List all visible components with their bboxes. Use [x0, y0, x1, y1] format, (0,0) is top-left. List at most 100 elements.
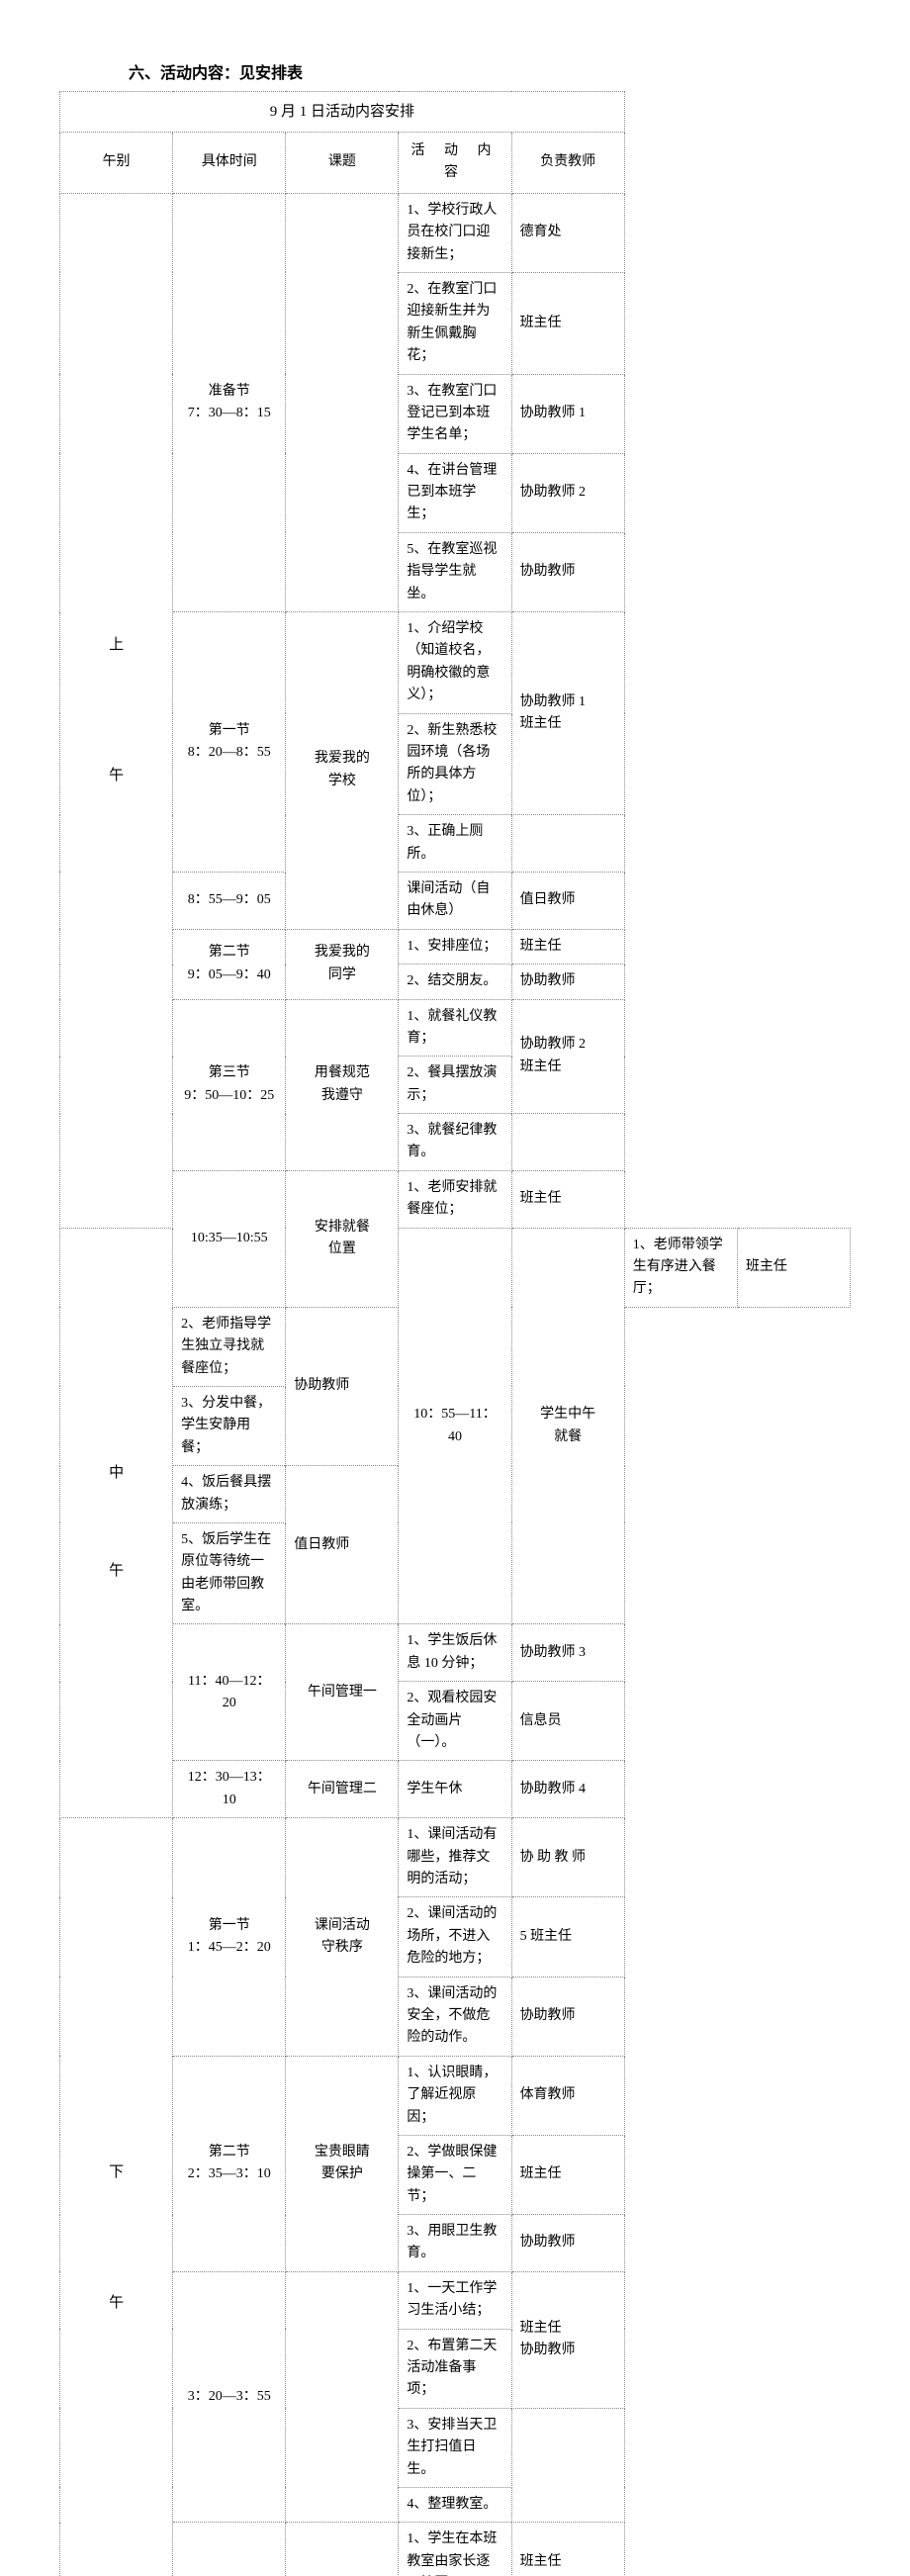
teacher-cell: 协助教师: [511, 532, 624, 611]
content-cell: 1、学生饭后休息 10 分钟；: [399, 1624, 511, 1682]
header-teacher: 负责教师: [511, 133, 624, 194]
content-cell: 1、介绍学校（知道校名，明确校徽的意义）；: [399, 612, 511, 714]
time-label: 第三节: [181, 1062, 277, 1084]
topic-line: 就餐: [520, 1426, 616, 1448]
content-cell: 4、饭后餐具摆放演练；: [173, 1466, 286, 1523]
teacher-cell: 协助教师: [511, 2215, 624, 2272]
time-range: 2：35—3：10: [181, 2163, 277, 2185]
table-row: 12：30—13：10 午间管理二 学生午休 协助教师 4: [60, 1761, 851, 1818]
teacher-cell: 值日教师: [511, 872, 624, 929]
teacher-line: 班主任: [520, 1057, 616, 1078]
content-cell: 学生午休: [399, 1761, 511, 1818]
session-afternoon: 下 午: [60, 1818, 173, 2576]
time-cell: 第二节 2：35—3：10: [173, 2056, 286, 2271]
topic-line: 学生中午: [520, 1404, 616, 1426]
content-cell: 1、课间活动有哪些，推荐文明的活动；: [399, 1818, 511, 1897]
content-cell: 3、安排当天卫生打扫值日生。: [399, 2408, 511, 2487]
table-header-row: 午别 具体时间 课题 活 动 内 容 负责教师: [60, 133, 851, 194]
topic-cell: 我爱我的 学校: [286, 612, 399, 930]
teacher-cell: 班主任: [511, 272, 624, 374]
teacher-cell: 协助教师 1: [511, 374, 624, 453]
teacher-cell: [511, 815, 624, 873]
teacher-cell: 协助教师 2 班主任: [511, 999, 624, 1114]
teacher-line: 班主任: [520, 2318, 616, 2340]
time-range: 7：30—8：15: [181, 403, 277, 424]
teacher-line: 班主任: [520, 713, 616, 735]
teacher-cell: 协助教师: [511, 965, 624, 999]
time-cell: 第二节 9：05—9：40: [173, 929, 286, 999]
content-cell: 3、分发中餐，学生安静用餐；: [173, 1386, 286, 1465]
content-cell: 1、认识眼睛，了解近视原因；: [399, 2056, 511, 2135]
content-cell: 3、在教室门口登记已到本班学生名单；: [399, 374, 511, 453]
content-cell: 3、正确上厕所。: [399, 815, 511, 873]
topic-cell: 课间活动 守秩序: [286, 1818, 399, 2057]
session-char: 中: [68, 1457, 164, 1490]
session-char: 上: [68, 629, 164, 662]
table-row: 第三节 9：50—10：25 用餐规范 我遵守 1、就餐礼仪教育； 协助教师 2…: [60, 999, 851, 1057]
time-cell: 3：55—4：30: [173, 2523, 286, 2576]
session-char: 午: [68, 1555, 164, 1588]
topic-cell: 午间管理二: [286, 1761, 399, 1818]
table-row: 8：55—9：05 课间活动（自由休息） 值日教师: [60, 872, 851, 929]
teacher-cell: 5 班主任: [511, 1897, 624, 1977]
teacher-cell: 协助教师 1 班主任: [511, 612, 624, 815]
topic-line: 我遵守: [294, 1085, 390, 1107]
content-cell: 2、学做眼保健操第一、二节；: [399, 2135, 511, 2214]
topic-cell: [286, 2271, 399, 2523]
schedule-table: 9 月 1 日活动内容安排 午别 具体时间 课题 活 动 内 容 负责教师 上 …: [59, 91, 851, 2576]
teacher-cell: 德育处: [511, 193, 624, 272]
topic-line: 我爱我的: [294, 748, 390, 770]
teacher-cell: 班主任: [511, 1170, 624, 1228]
teacher-cell: 信息员: [511, 1682, 624, 1761]
teacher-cell: 协 助 教 师: [511, 1818, 624, 1897]
content-cell: 2、课间活动的场所，不进入危险的地方；: [399, 1897, 511, 1977]
table-row: 第二节 2：35—3：10 宝贵眼睛 要保护 1、认识眼睛，了解近视原因； 体育…: [60, 2056, 851, 2135]
teacher-cell: 协助教师: [286, 1307, 399, 1465]
teacher-cell: 值日教师: [286, 1466, 399, 1624]
session-char: 下: [68, 2157, 164, 2189]
content-cell: 2、在教室门口迎接新生并为新生佩戴胸花；: [399, 272, 511, 374]
time-label: 第一节: [181, 1915, 277, 1937]
table-row: 3：20—3：55 1、一天工作学习生活小结； 班主任 协助教师: [60, 2271, 851, 2329]
time-label: 第二节: [181, 2142, 277, 2163]
time-label: 第二节: [181, 942, 277, 964]
time-range: 9：50—10：25: [181, 1085, 277, 1107]
time-cell: 第一节 1：45—2：20: [173, 1818, 286, 2057]
content-cell: 1、就餐礼仪教育；: [399, 999, 511, 1057]
time-cell: 11：40—12：20: [173, 1624, 286, 1761]
section-title: 六、活动内容：见安排表: [129, 59, 851, 83]
table-row: 3：55—4：30 1、学生在本班教室由家长逐一接回； 班主任: [60, 2523, 851, 2576]
header-topic: 课题: [286, 133, 399, 194]
content-cell: 3、就餐纪律教育。: [399, 1114, 511, 1171]
teacher-cell: 班主任 协助教师: [511, 2271, 624, 2408]
time-cell: 3：20—3：55: [173, 2271, 286, 2523]
time-cell: 10：55—11：40: [399, 1228, 511, 1624]
table-row: 11：40—12：20 午间管理一 1、学生饭后休息 10 分钟； 协助教师 3: [60, 1624, 851, 1682]
time-label: 准备节: [181, 381, 277, 403]
session-char: 午: [68, 760, 164, 792]
topic-cell: [286, 193, 399, 611]
time-cell: 10:35—10:55: [173, 1170, 286, 1307]
table-row: 第一节 8：20—8：55 我爱我的 学校 1、介绍学校（知道校名，明确校徽的意…: [60, 612, 851, 714]
content-cell: 4、整理教室。: [399, 2487, 511, 2522]
table-title: 9 月 1 日活动内容安排: [60, 92, 625, 133]
content-cell: 3、课间活动的安全，不做危险的动作。: [399, 1977, 511, 2056]
table-row: 下 午 第一节 1：45—2：20 课间活动 守秩序 1、课间活动有哪些，推荐文…: [60, 1818, 851, 1897]
teacher-cell: 体育教师: [511, 2056, 624, 2135]
topic-line: 我爱我的: [294, 942, 390, 964]
topic-line: 同学: [294, 965, 390, 986]
topic-cell: 安排就餐 位置: [286, 1170, 399, 1307]
topic-line: 用餐规范: [294, 1062, 390, 1084]
content-cell: 2、观看校园安全动画片（一）。: [399, 1682, 511, 1761]
time-label: 第一节: [181, 720, 277, 742]
content-cell: 1、安排座位；: [399, 929, 511, 964]
topic-line: 安排就餐: [294, 1217, 390, 1239]
session-morning: 上 午: [60, 193, 173, 1228]
header-session: 午别: [60, 133, 173, 194]
time-range: 8：20—8：55: [181, 742, 277, 764]
topic-cell: 午间管理一: [286, 1624, 399, 1761]
topic-line: 守秩序: [294, 1937, 390, 1959]
time-cell: 准备节 7：30—8：15: [173, 193, 286, 611]
content-cell: 课间活动（自由休息）: [399, 872, 511, 929]
topic-cell: 学生中午 就餐: [511, 1228, 624, 1624]
